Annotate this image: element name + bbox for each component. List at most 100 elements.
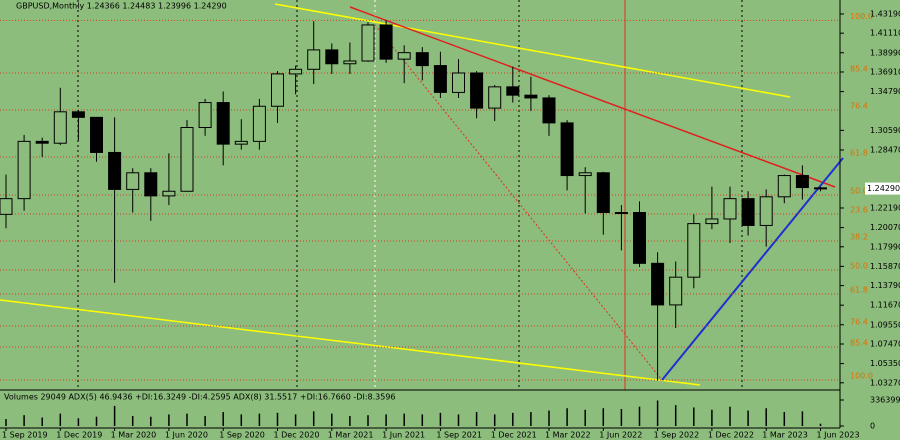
candle-body: [343, 60, 357, 65]
candle-body: [71, 111, 85, 118]
candle-body: [415, 52, 429, 67]
candle-body: [379, 24, 393, 60]
x-tick-label: 1 Sep 2022: [654, 431, 700, 440]
x-tick-label: 1 Mar 2020: [111, 431, 157, 440]
candle-body: [53, 111, 67, 144]
candle-body: [578, 172, 592, 177]
candle-body: [614, 212, 628, 215]
trendline: [0, 299, 701, 386]
x-tick-label: 1 Sep 2020: [219, 431, 265, 440]
trendline: [349, 6, 836, 188]
candle-body: [361, 24, 375, 62]
fib-label: 23.6: [850, 205, 868, 214]
candle-body: [325, 49, 339, 65]
y-tick-label: 1.38990: [870, 48, 900, 57]
candle-body: [723, 198, 737, 220]
candle-body: [596, 172, 610, 214]
candle-body: [307, 49, 321, 70]
candle-body: [180, 127, 194, 192]
candle-body: [17, 140, 31, 200]
candle-body: [560, 122, 574, 177]
y-tick-label: 1.43190: [870, 9, 900, 18]
x-tick-label: 1 Mar 2021: [328, 431, 374, 440]
y-tick-label: 1.11670: [870, 301, 900, 310]
fib-label: 61.8: [850, 286, 868, 295]
candle-body: [506, 86, 520, 96]
candle-body: [795, 175, 809, 189]
y-tick-label: 1.15870: [870, 262, 900, 271]
fib-label: 50.0: [850, 261, 868, 270]
x-tick-label: 1 Jun 2022: [599, 431, 642, 440]
candle-body: [90, 116, 103, 153]
y-tick-label: 1.13790: [870, 281, 900, 290]
y-tick-label: 1.09550: [870, 320, 900, 329]
fib-label: 61.8: [850, 148, 868, 157]
candle-body: [488, 86, 502, 109]
fib-label: 100.0: [850, 12, 873, 21]
candle-body: [777, 175, 791, 198]
y-tick-label: 1.07470: [870, 339, 900, 348]
x-tick-label: 1 Dec 2022: [708, 431, 754, 440]
candle-body: [162, 190, 176, 197]
trendline: [661, 157, 844, 381]
volume-title: Volumes 29049 ADX(5) 46.9436 +DI:16.3249…: [4, 393, 396, 402]
last-price-label: 1.24290: [867, 184, 900, 193]
fib-label: 50.0: [850, 186, 868, 195]
candle-body: [687, 223, 701, 278]
y-tick-label: 1.05350: [870, 359, 900, 368]
y-tick-label: 1.36910: [870, 67, 900, 76]
x-tick-label: 1 Mar 2022: [545, 431, 591, 440]
candle-body: [289, 68, 303, 75]
volume-tick-label: 3363996: [870, 396, 900, 405]
candle-body: [669, 276, 683, 306]
candle-body: [433, 65, 447, 93]
y-tick-label: 1.03270: [870, 378, 900, 387]
candle-body: [126, 172, 140, 190]
chart-title: GBPUSD,Monthly 1.24366 1.24483 1.23996 1…: [16, 2, 227, 11]
candle-body: [741, 198, 755, 226]
candle-body: [0, 198, 13, 215]
y-tick-label: 1.30590: [870, 126, 900, 135]
x-tick-label: 1 Sep 2019: [2, 431, 48, 440]
x-tick-label: 1 Sep 2021: [436, 431, 482, 440]
y-tick-label: 1.41110: [870, 29, 900, 38]
last-price-box: [865, 182, 900, 195]
fib-label: 38.2: [850, 232, 868, 241]
x-tick-label: 1 Jun 2023: [817, 431, 860, 440]
trendline: [274, 3, 791, 98]
y-tick-label: 1.20070: [870, 223, 900, 232]
x-tick-label: 1 Jun 2021: [382, 431, 425, 440]
x-tick-label: 1 Mar 2023: [762, 431, 808, 440]
fib-label: 76.4: [850, 101, 868, 110]
candle-body: [252, 105, 266, 142]
fib-label: 76.4: [850, 317, 868, 326]
candle-body: [271, 73, 284, 107]
candle-body: [108, 151, 122, 190]
x-tick-label: 1 Dec 2019: [56, 431, 102, 440]
candle-body: [705, 218, 719, 225]
x-tick-label: 1 Dec 2021: [491, 431, 537, 440]
candle-body: [524, 94, 538, 99]
candle-body: [397, 52, 411, 60]
y-tick-label: 1.22190: [870, 203, 900, 212]
candle-body: [814, 187, 827, 190]
candle-body: [759, 196, 773, 226]
y-tick-label: 1.28470: [870, 145, 900, 154]
candle-body: [234, 140, 248, 145]
candle-body: [35, 140, 49, 144]
y-tick-label: 1.34790: [870, 87, 900, 96]
candle-body: [633, 212, 646, 264]
x-tick-label: 1 Dec 2020: [274, 431, 320, 440]
candle-body: [470, 72, 484, 109]
volume-tick-label: 0: [870, 422, 875, 431]
fib-label: 85.4: [850, 338, 868, 347]
y-tick-label: 1.17990: [870, 242, 900, 251]
fib-label: 100.0: [850, 372, 873, 381]
candle-body: [216, 102, 230, 145]
candle-body: [542, 97, 556, 124]
candle-body: [144, 172, 158, 197]
candle-body: [651, 262, 665, 306]
candle-body: [452, 72, 465, 93]
fib-label: 85.4: [850, 64, 868, 73]
